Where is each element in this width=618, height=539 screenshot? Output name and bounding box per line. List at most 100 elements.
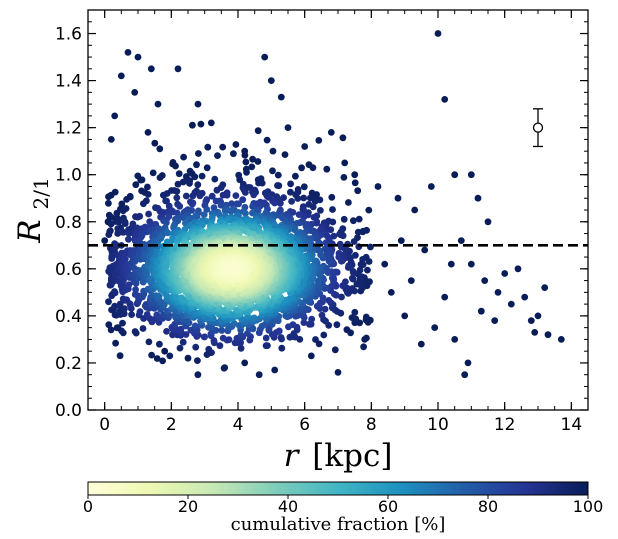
scatter-point bbox=[357, 260, 365, 268]
scatter-point bbox=[134, 53, 142, 61]
scatter-point bbox=[203, 164, 211, 172]
scatter-point bbox=[121, 220, 129, 228]
scatter-point bbox=[173, 194, 181, 202]
scatter-point bbox=[278, 344, 286, 352]
scatter-point bbox=[274, 182, 281, 189]
scatter-point bbox=[249, 155, 256, 163]
scatter-point bbox=[143, 311, 151, 318]
scatter-point bbox=[311, 197, 319, 205]
scatter-point bbox=[173, 188, 181, 195]
x-tick-label: 0 bbox=[99, 415, 110, 435]
scatter-point bbox=[194, 357, 201, 364]
y-tick-label: 0.8 bbox=[55, 213, 82, 233]
scatter-point bbox=[118, 327, 125, 335]
scatter-point bbox=[107, 213, 115, 221]
scatter-point bbox=[132, 181, 140, 189]
scatter-point bbox=[164, 229, 172, 237]
scatter-point bbox=[288, 198, 295, 205]
scatter-point bbox=[145, 210, 153, 218]
scatter-point bbox=[136, 308, 144, 315]
scatter-point bbox=[351, 171, 359, 179]
scatter-point bbox=[461, 371, 469, 379]
scatter-point bbox=[357, 287, 365, 295]
scatter-point bbox=[211, 175, 219, 183]
scatter-point bbox=[298, 164, 305, 172]
scatter-point bbox=[193, 213, 201, 221]
scatter-point bbox=[115, 218, 122, 226]
x-tick-label: 12 bbox=[494, 415, 516, 435]
scatter-point bbox=[321, 305, 329, 313]
scatter-point bbox=[222, 207, 229, 215]
scatter-point bbox=[441, 96, 449, 103]
scatter-point bbox=[351, 179, 359, 187]
scatter-point bbox=[116, 300, 124, 308]
y-tick-label: 0.4 bbox=[55, 307, 82, 327]
scatter-point bbox=[176, 344, 184, 352]
x-tick-label: 2 bbox=[166, 415, 177, 435]
scatter-point bbox=[269, 167, 276, 175]
scatter-point bbox=[208, 192, 216, 200]
scatter-point bbox=[284, 124, 292, 131]
scatter-point bbox=[163, 259, 171, 267]
scatter-point bbox=[327, 283, 335, 290]
scatter-point bbox=[521, 293, 529, 301]
colorbar-tick-label: 20 bbox=[178, 497, 198, 516]
scatter-point bbox=[196, 192, 204, 200]
scatter-point bbox=[451, 336, 459, 343]
scatter-point bbox=[223, 191, 231, 199]
scatter-point bbox=[340, 174, 348, 181]
scatter-point bbox=[431, 324, 439, 331]
scatter-point bbox=[514, 265, 522, 273]
scatter-point bbox=[300, 319, 308, 326]
scatter-point bbox=[387, 289, 395, 296]
scatter-point bbox=[343, 326, 351, 334]
scatter-point bbox=[250, 191, 258, 199]
scatter-point bbox=[339, 134, 347, 142]
scatter-point bbox=[323, 165, 331, 173]
scatter-point bbox=[248, 163, 256, 171]
scatter-point bbox=[154, 100, 162, 108]
scatter-point bbox=[233, 200, 241, 208]
scatter-point bbox=[119, 228, 127, 236]
scatter-point bbox=[175, 170, 183, 178]
scatter-point bbox=[242, 210, 249, 217]
scatter-point bbox=[271, 199, 279, 207]
scatter-point bbox=[421, 246, 429, 254]
x-tick-label: 8 bbox=[366, 415, 377, 435]
scatter-point bbox=[216, 342, 224, 350]
scatter-point bbox=[531, 329, 539, 336]
scatter-point bbox=[131, 328, 139, 335]
scatter-point bbox=[131, 89, 139, 96]
scatter-point bbox=[340, 215, 348, 223]
scatter-point bbox=[192, 309, 200, 317]
scatter-point bbox=[179, 338, 187, 346]
scatter-point bbox=[184, 317, 192, 325]
scatter-point bbox=[345, 199, 352, 206]
scatter-point bbox=[275, 327, 283, 335]
scatter-point bbox=[151, 139, 159, 147]
scatter-point bbox=[200, 211, 208, 219]
scatter-point bbox=[174, 180, 182, 188]
scatter-point bbox=[197, 120, 205, 128]
scatter-point bbox=[204, 143, 212, 151]
scatter-point bbox=[156, 145, 164, 153]
colorbar-tick-label: 80 bbox=[478, 497, 498, 516]
scatter-point bbox=[394, 194, 402, 202]
scatter-point bbox=[166, 352, 174, 360]
scatter-point bbox=[262, 334, 270, 342]
scatter-point bbox=[101, 237, 109, 245]
scatter-point bbox=[557, 336, 565, 343]
scatter-point bbox=[116, 352, 124, 360]
scatter-point bbox=[188, 200, 196, 208]
scatter-point bbox=[457, 237, 465, 245]
scatter-point bbox=[105, 321, 113, 329]
scatter-point bbox=[397, 237, 405, 245]
scatter-point bbox=[119, 319, 126, 327]
scatter-point bbox=[362, 313, 370, 321]
y-axis-title: R 2/1 bbox=[12, 177, 53, 243]
scatter-point bbox=[491, 317, 499, 324]
scatter-point bbox=[121, 305, 128, 313]
x-tick-label: 10 bbox=[427, 415, 449, 435]
scatter-point bbox=[148, 351, 156, 359]
colorbar: 0 20 40 60 80 100 cumulative fraction [%] bbox=[83, 481, 603, 535]
